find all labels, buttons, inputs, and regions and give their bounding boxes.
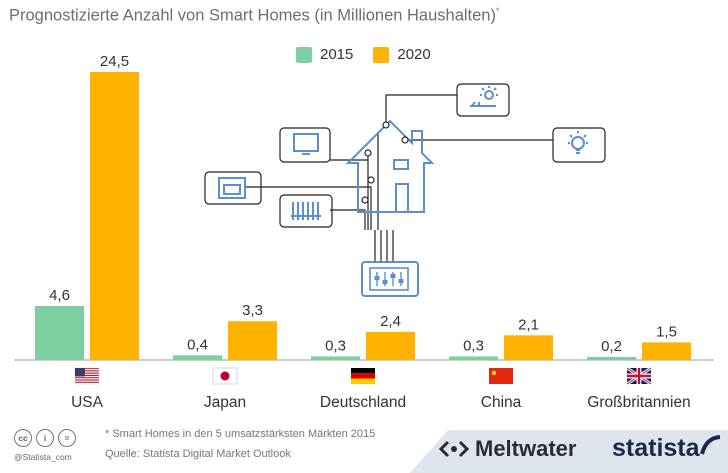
category-labels-group: USA Japan Deutschland China Großbritannien (71, 394, 691, 411)
sun-sprinkler-icon (456, 83, 510, 117)
legend-label-2020: 2020 (397, 46, 431, 63)
statista-mark-icon (700, 434, 722, 463)
attribution-icon[interactable]: i (36, 429, 54, 447)
legend-swatch-2015 (296, 46, 312, 63)
lightbulb-icon (552, 127, 606, 163)
flag-deutschland-icon (351, 368, 375, 384)
control-panel-icon (361, 261, 419, 297)
cc-icon[interactable]: cc (14, 429, 32, 447)
value-label-china-2020: 2,1 (518, 316, 539, 333)
value-label-deutschland-2015: 0,3 (325, 337, 346, 354)
statista-logo[interactable]: statista (612, 434, 700, 462)
footer: cc i = @Statista_com * Smart Homes in de… (0, 418, 728, 473)
category-label-gro-britannien: Großbritannien (587, 394, 690, 411)
bar-china-2015[interactable] (449, 356, 498, 360)
bar-chart: 4,6 24,5 0,4 3,3 0,3 2,4 0,3 2,1 0,2 1,5 USA Japan… (14, 53, 714, 411)
footnote: * Smart Homes in den 5 umsatzstärksten M… (105, 428, 376, 440)
bar-gro-britannien-2020[interactable] (642, 342, 691, 360)
house-window-icon (393, 159, 409, 170)
flag-gro-britannien-icon (626, 366, 652, 386)
monitor-icon (279, 127, 331, 163)
legend-label-2015: 2015 (320, 46, 354, 63)
value-label-gro-britannien-2015: 0,2 (601, 338, 622, 355)
flag-china-icon (489, 368, 513, 384)
chart-title: Prognostizierte Anzahl von Smart Homes (… (9, 6, 500, 25)
value-label-usa-2015: 4,6 (49, 287, 70, 304)
bar-usa-2020[interactable] (90, 72, 139, 360)
statista-handle[interactable]: @Statista_com (14, 452, 72, 462)
legend: 2015 2020 (296, 46, 451, 63)
meltwater-logo-icon (439, 440, 469, 458)
bar-japan-2020[interactable] (228, 321, 277, 360)
value-labels-group: 4,6 24,5 0,4 3,3 0,3 2,4 0,3 2,1 0,2 1,5 (49, 53, 677, 355)
bar-deutschland-2015[interactable] (311, 356, 360, 360)
house-icon (345, 119, 435, 213)
house-door-icon (395, 183, 409, 213)
no-derivatives-icon[interactable]: = (58, 429, 76, 447)
radiator-icon (279, 194, 333, 228)
smart-home-illustration (204, 83, 606, 297)
value-label-china-2015: 0,3 (463, 337, 484, 354)
license-icons: cc i = (14, 429, 80, 447)
value-label-japan-2020: 3,3 (242, 302, 263, 319)
flag-usa-icon (74, 367, 100, 385)
value-label-usa-2020: 24,5 (100, 53, 129, 70)
bar-deutschland-2020[interactable] (366, 331, 415, 360)
category-label-china: China (481, 394, 522, 411)
flags-group (74, 366, 652, 386)
legend-item-2020: 2020 (373, 46, 431, 63)
meltwater-logo[interactable]: Meltwater (439, 436, 576, 462)
bar-china-2020[interactable] (504, 335, 553, 360)
wires (244, 94, 553, 262)
bar-usa-2015[interactable] (35, 305, 84, 360)
category-label-deutschland: Deutschland (320, 394, 406, 411)
value-label-gro-britannien-2020: 1,5 (656, 323, 677, 340)
flag-japan-icon (212, 367, 238, 385)
bar-gro-britannien-2015[interactable] (587, 357, 636, 360)
meltwater-wordmark: Meltwater (475, 436, 577, 461)
value-label-deutschland-2020: 2,4 (380, 313, 401, 330)
category-label-usa: USA (71, 394, 104, 411)
oven-icon (204, 171, 262, 205)
bars-group (35, 72, 691, 360)
legend-swatch-2020 (373, 46, 390, 63)
value-label-japan-2015: 0,4 (187, 336, 208, 353)
source-text: Quelle: Statista Digital Market Outlook (105, 448, 291, 460)
category-label-japan: Japan (204, 394, 246, 411)
bar-japan-2015[interactable] (173, 355, 222, 360)
legend-item-2015: 2015 (296, 46, 353, 63)
